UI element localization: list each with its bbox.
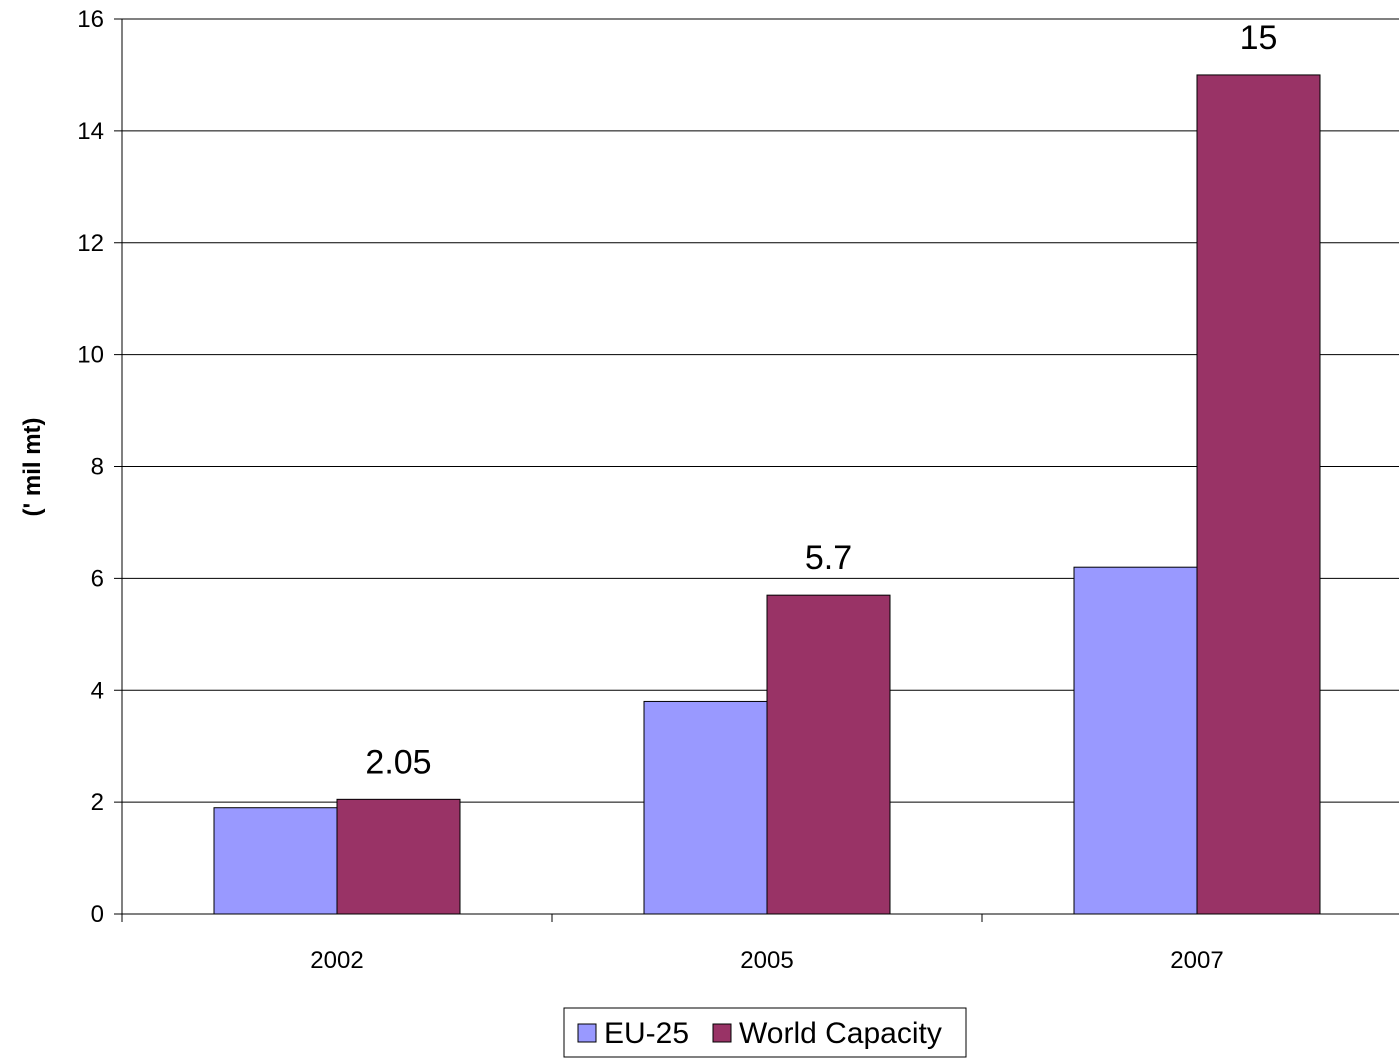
y-tick-label: 8: [91, 454, 104, 481]
x-tick-label: 2007: [1170, 947, 1223, 974]
y-tick-label: 2: [91, 789, 104, 816]
legend-swatch: [577, 1023, 597, 1043]
x-tick-labels: 2002 2005 2007: [310, 947, 1223, 974]
y-tick-label: 16: [77, 6, 104, 33]
bars: [213, 74, 1321, 915]
gridlines: [122, 18, 1399, 803]
bar-world-capacity-2007: [1196, 74, 1321, 915]
data-labels: 2.05 5.7 15: [365, 19, 1277, 781]
axes: [114, 18, 1399, 922]
bar-eu-25-2005: [643, 700, 768, 915]
x-tick-label: 2005: [740, 947, 793, 974]
y-tick-label: 0: [91, 901, 104, 928]
data-label: 2.05: [365, 743, 431, 781]
y-tick-label: 6: [91, 565, 104, 592]
legend-label: EU-25: [604, 1017, 689, 1050]
y-tick-label: 12: [77, 230, 104, 257]
y-axis-title: (' mil mt): [19, 417, 46, 516]
y-tick-label: 10: [77, 342, 104, 369]
data-label: 15: [1240, 19, 1278, 57]
legend-label: World Capacity: [739, 1017, 942, 1050]
data-label: 5.7: [805, 539, 852, 577]
x-tick-label: 2002: [310, 947, 363, 974]
y-tick-label: 14: [77, 118, 104, 145]
y-tick-labels: 0 2 4 6 8 10 12 14 16: [77, 6, 104, 928]
bar-world-capacity-2005: [766, 594, 891, 915]
legend-box: [563, 1007, 967, 1058]
legend: EU-25 World Capacity: [563, 1007, 967, 1058]
bar-world-capacity-2002: [336, 798, 461, 915]
legend-swatch: [712, 1023, 732, 1043]
bar-eu-25-2007: [1073, 566, 1198, 915]
bar-eu-25-2002: [213, 807, 338, 915]
y-tick-label: 4: [91, 677, 104, 704]
